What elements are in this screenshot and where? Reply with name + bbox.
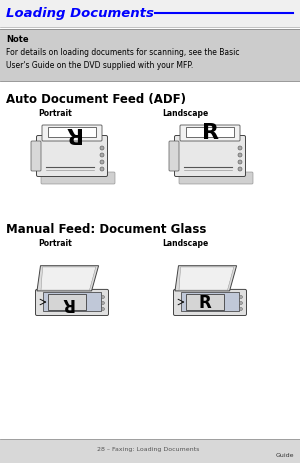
FancyBboxPatch shape [179, 173, 253, 185]
Text: Guide: Guide [275, 452, 294, 457]
Polygon shape [175, 266, 237, 291]
Circle shape [100, 161, 104, 165]
FancyBboxPatch shape [37, 136, 107, 177]
Bar [0, 439, 300, 463]
Circle shape [238, 154, 242, 158]
Text: R: R [202, 123, 218, 143]
Circle shape [101, 302, 104, 305]
FancyBboxPatch shape [35, 290, 109, 316]
Text: Landscape: Landscape [162, 109, 208, 118]
FancyBboxPatch shape [42, 126, 102, 142]
Circle shape [238, 161, 242, 165]
Polygon shape [179, 267, 234, 290]
Text: Landscape: Landscape [162, 239, 208, 248]
Circle shape [239, 302, 242, 305]
FancyBboxPatch shape [180, 126, 240, 142]
Circle shape [239, 308, 242, 311]
Text: Note: Note [6, 34, 28, 44]
Text: 28 – Faxing: Loading Documents: 28 – Faxing: Loading Documents [97, 446, 199, 451]
Circle shape [238, 168, 242, 172]
Text: Portrait: Portrait [38, 109, 72, 118]
Bar [186, 128, 234, 138]
FancyBboxPatch shape [169, 142, 179, 172]
Text: For details on loading documents for scanning, see the Basic
User's Guide on the: For details on loading documents for sca… [6, 48, 239, 69]
Circle shape [100, 147, 104, 150]
Bar [181, 293, 239, 311]
FancyBboxPatch shape [175, 136, 245, 177]
Circle shape [101, 296, 104, 299]
Circle shape [239, 296, 242, 299]
Bar [43, 293, 101, 311]
FancyBboxPatch shape [31, 142, 41, 172]
Polygon shape [41, 267, 96, 290]
Text: Auto Document Feed (ADF): Auto Document Feed (ADF) [6, 94, 186, 106]
Bar [47, 294, 86, 310]
FancyBboxPatch shape [173, 290, 247, 316]
Circle shape [100, 154, 104, 158]
Bar [0, 0, 300, 28]
Text: R: R [64, 123, 80, 143]
Circle shape [101, 308, 104, 311]
Circle shape [238, 147, 242, 150]
Text: Loading Documents: Loading Documents [6, 7, 154, 20]
Circle shape [100, 168, 104, 172]
Bar [185, 294, 224, 310]
Text: R: R [60, 294, 73, 311]
Text: Portrait: Portrait [38, 239, 72, 248]
Text: Manual Feed: Document Glass: Manual Feed: Document Glass [6, 223, 206, 236]
Bar [0, 30, 300, 82]
Bar [48, 128, 96, 138]
FancyBboxPatch shape [41, 173, 115, 185]
Text: R: R [198, 294, 211, 311]
Polygon shape [37, 266, 99, 291]
